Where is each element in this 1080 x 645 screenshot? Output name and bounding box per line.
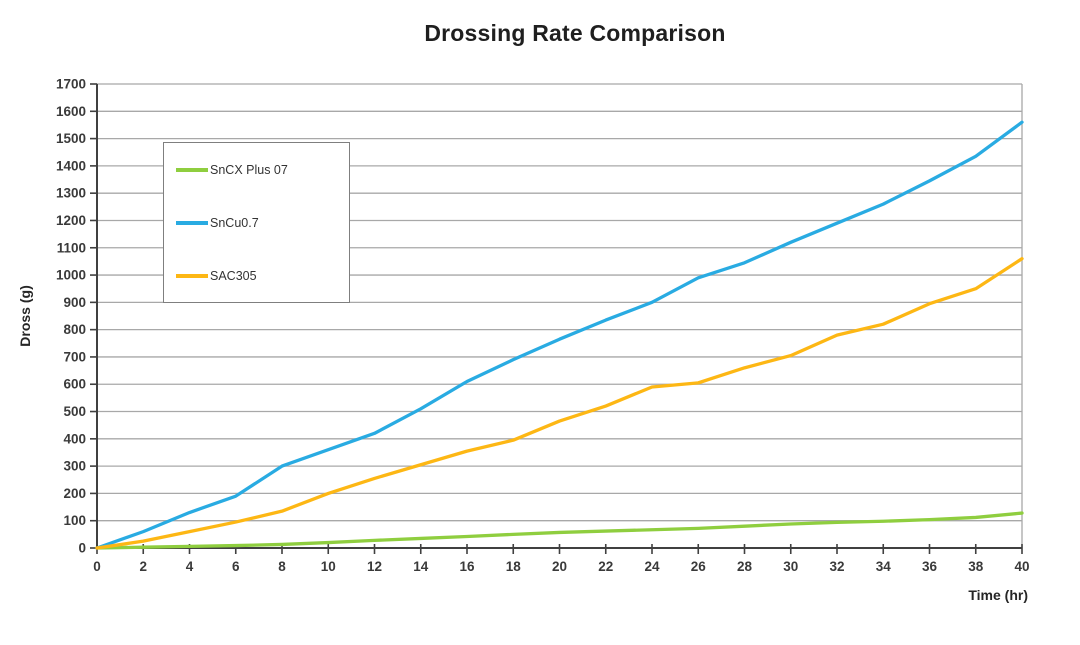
y-tick-label: 800 [63,322,86,337]
chart-title: Drossing Rate Comparison [424,20,726,46]
y-tick-label: 1200 [56,213,86,228]
legend-label: SnCX Plus 07 [210,163,288,177]
legend-item-sncx-plus-07: SnCX Plus 07 [176,163,288,177]
y-tick-label: 1600 [56,104,86,119]
y-tick-label: 1700 [56,77,86,92]
y-tick-label: 1100 [57,240,86,255]
x-tick-label: 34 [876,559,892,574]
series-line-sac305 [95,257,1024,550]
y-tick-label: 1300 [56,186,86,201]
x-tick-label: 28 [737,559,753,574]
x-tick-label: 2 [139,559,147,574]
x-tick-label: 16 [459,559,475,574]
x-tick-label: 8 [278,559,286,574]
y-tick-label: 400 [63,431,86,446]
y-axis-title: Dross (g) [17,285,33,346]
x-tick-label: 4 [186,559,194,574]
legend-swatch-orange-line-icon [176,274,208,278]
y-tick-label: 900 [63,295,86,310]
x-axis-title: Time (hr) [968,587,1028,603]
x-tick-label: 18 [506,559,522,574]
y-tick-label: 0 [78,541,86,556]
x-tick-label: 36 [922,559,938,574]
x-tick-label: 32 [829,559,844,574]
x-tick-label: 40 [1014,559,1029,574]
x-tick-label: 38 [968,559,984,574]
y-tick-label: 700 [63,349,86,364]
y-tick-label: 600 [63,377,86,392]
legend-label: SnCu0.7 [210,216,259,230]
legend-item-sncu07: SnCu0.7 [176,216,259,230]
x-tick-label: 20 [552,559,567,574]
series-line-sncx-plus-07 [95,511,1024,550]
legend-swatch-green-line-icon [176,168,208,172]
y-tick-label: 1400 [56,158,86,173]
y-tick-label: 500 [63,404,86,419]
legend: SnCX Plus 07 SnCu0.7 SAC305 [163,142,350,303]
legend-label: SAC305 [210,269,257,283]
y-tick-label: 200 [63,486,86,501]
legend-item-sac305: SAC305 [176,269,257,283]
x-tick-label: 0 [93,559,101,574]
x-tick-label: 30 [783,559,798,574]
x-tick-label: 12 [367,559,382,574]
x-tick-label: 22 [598,559,613,574]
x-tick-label: 14 [413,559,429,574]
x-tick-label: 24 [644,559,660,574]
y-tick-label: 1500 [56,131,86,146]
x-tick-label: 26 [691,559,707,574]
x-tick-label: 6 [232,559,240,574]
series-line-sncu0-7 [95,120,1024,550]
legend-swatch-blue-line-icon [176,221,208,225]
y-tick-label: 100 [63,513,86,528]
y-tick-label: 1000 [56,268,86,283]
x-tick-label: 10 [321,559,336,574]
y-tick-label: 300 [63,459,86,474]
